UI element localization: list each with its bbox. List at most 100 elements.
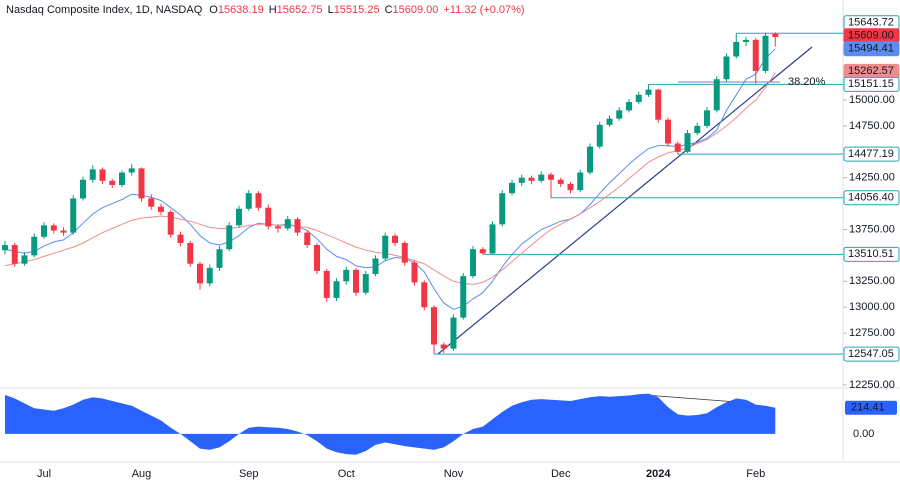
candle-body xyxy=(616,110,623,119)
candle-body xyxy=(50,225,57,231)
y-tick-label: 13000.00 xyxy=(849,301,895,313)
price-label: 14056.40 xyxy=(848,192,894,204)
candle-body xyxy=(138,168,145,199)
candle-body xyxy=(509,182,515,194)
price-label-bg xyxy=(843,76,900,92)
candle-body xyxy=(128,168,135,173)
price-label: 14477.19 xyxy=(848,148,894,160)
candle-body xyxy=(284,219,291,229)
osc-tick-label: 0.00 xyxy=(853,428,874,440)
price-label-bg xyxy=(843,41,900,57)
candle-body xyxy=(606,118,613,125)
candle-body xyxy=(255,193,262,208)
candle-body xyxy=(197,263,203,284)
candle-body xyxy=(431,307,437,345)
candle-body xyxy=(226,225,233,250)
candle-body xyxy=(743,39,749,42)
price-label: 15494.41 xyxy=(848,43,894,55)
candle-body xyxy=(479,249,486,254)
candle-body xyxy=(41,225,47,237)
x-tick-label: Sep xyxy=(239,468,259,480)
candle-body xyxy=(723,56,730,80)
candle-body xyxy=(343,269,350,282)
candle-body xyxy=(684,133,691,152)
candle-body xyxy=(489,224,496,254)
candle-body xyxy=(577,172,584,191)
candle-body xyxy=(733,41,740,57)
price-label-bg xyxy=(843,146,900,162)
price-label: 15262.57 xyxy=(848,65,894,77)
ohlc-value: 15652.75 xyxy=(277,4,323,16)
candle-body xyxy=(538,174,545,181)
candle-body xyxy=(314,245,320,271)
x-tick-label: Jul xyxy=(37,468,51,480)
candle-body xyxy=(304,232,311,246)
candle-body xyxy=(187,242,194,264)
candle-body xyxy=(567,183,574,191)
candle-body xyxy=(333,281,340,298)
candle-body xyxy=(645,89,652,95)
candle-body xyxy=(265,207,272,227)
candle-body xyxy=(245,193,252,209)
candle-body xyxy=(587,146,593,173)
ohlc-value: 15638.19 xyxy=(218,4,264,16)
candle-body xyxy=(158,206,164,212)
price-label-bg xyxy=(843,246,900,262)
x-tick-label: Nov xyxy=(444,468,464,480)
header-text: Nasdaq Composite Index, 1D, NASDAQ O15638… xyxy=(6,4,525,16)
candle-body xyxy=(216,249,223,268)
y-tick-label: 12250.00 xyxy=(849,379,895,391)
candle-body xyxy=(89,169,96,180)
candle-body xyxy=(772,33,779,37)
candle-body xyxy=(392,235,398,243)
change: +11.32 (+0.07%) xyxy=(443,4,524,16)
price-label: 12547.05 xyxy=(848,348,894,360)
price-label: 13510.51 xyxy=(848,248,894,260)
x-tick-label: Aug xyxy=(132,468,152,480)
candle-body xyxy=(148,198,155,207)
candle-body xyxy=(21,255,28,264)
price-label-bg xyxy=(843,190,900,206)
candle-body xyxy=(362,274,369,293)
candle-body xyxy=(762,35,769,71)
x-tick-label: 2024 xyxy=(646,468,671,480)
candle-body xyxy=(713,79,720,111)
candle-body xyxy=(635,94,642,103)
candle-body xyxy=(694,125,701,134)
oscillator-area xyxy=(5,393,776,455)
title: Nasdaq Composite Index, 1D, NASDAQ xyxy=(6,4,203,16)
osc-end-label: 214.41 xyxy=(851,402,885,414)
candle-body xyxy=(499,193,506,225)
candle-body xyxy=(528,177,535,181)
candle-body xyxy=(275,226,281,229)
ohlc-key: L xyxy=(328,4,334,16)
candle-body xyxy=(294,219,301,233)
header: Nasdaq Composite Index, 1D, NASDAQ O15638… xyxy=(6,4,525,16)
candle-body xyxy=(596,124,603,147)
candle-body xyxy=(460,276,467,318)
price-label: 15643.72 xyxy=(848,17,894,29)
moving-average xyxy=(4,48,776,310)
y-tick-label: 14250.00 xyxy=(849,172,895,184)
candle-body xyxy=(60,230,67,233)
trendline xyxy=(437,46,813,355)
ohlc-value: 15515.25 xyxy=(334,4,380,16)
price-label: 15609.00 xyxy=(848,30,894,42)
candle-body xyxy=(372,258,379,275)
price-label: 15151.15 xyxy=(848,78,894,90)
x-tick-label: Oct xyxy=(338,468,355,480)
candle-body xyxy=(2,245,8,251)
ohlc-value: 15609.00 xyxy=(393,4,439,16)
candle-body xyxy=(665,119,671,144)
candle-body xyxy=(353,269,359,293)
ohlc-key: H xyxy=(269,4,277,16)
fib-label: 38.20% xyxy=(788,76,826,88)
candle-body xyxy=(655,89,662,120)
price-label-bg xyxy=(843,346,900,362)
candle-body xyxy=(704,110,710,126)
candle-body xyxy=(99,169,106,181)
candle-body xyxy=(557,179,564,184)
moving-average xyxy=(4,72,776,285)
candle-body xyxy=(70,198,77,233)
x-tick-label: Dec xyxy=(551,468,571,480)
